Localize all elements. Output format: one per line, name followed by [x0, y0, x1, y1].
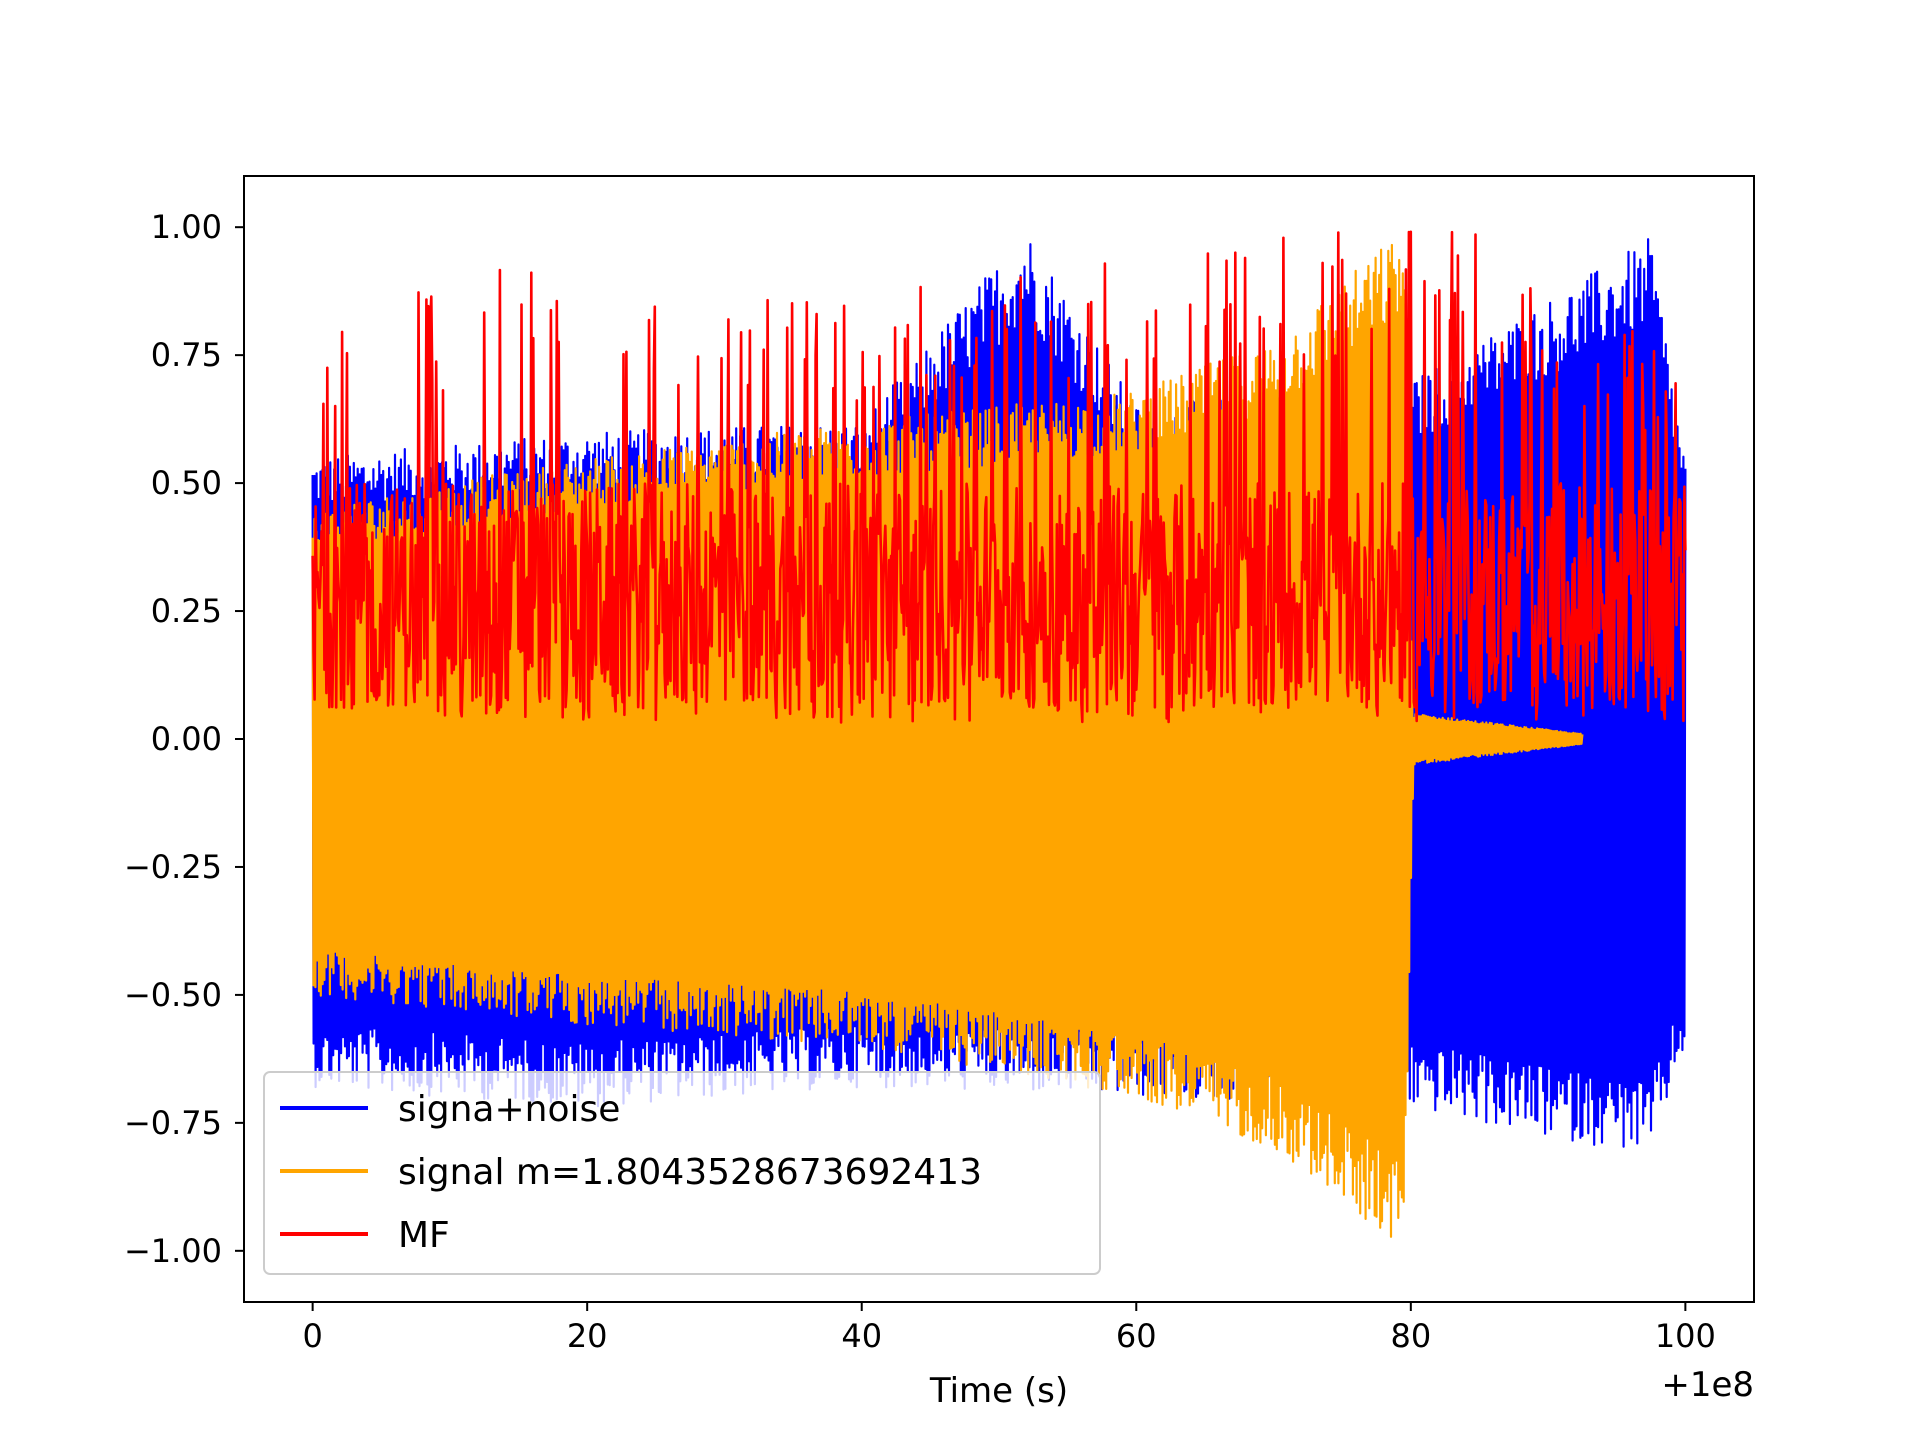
legend-item-signal: signal m=1.8043528673692413	[280, 1152, 982, 1193]
series-signal-line	[311, 243, 1584, 1238]
x-tick-label: 100	[1655, 1317, 1716, 1355]
x-tick-label: 0	[302, 1317, 322, 1355]
x-tick-label: 20	[567, 1317, 608, 1355]
legend: signa+noise signal m=1.8043528673692413 MF	[263, 1071, 1101, 1275]
series-mf-line	[311, 230, 1687, 724]
x-tick-label: 40	[841, 1317, 882, 1355]
plot-area	[311, 230, 1687, 1238]
legend-label: MF	[398, 1215, 450, 1256]
y-tick-label: 0.00	[151, 720, 222, 758]
y-tick-label: 0.75	[151, 336, 222, 374]
y-axis: 1.00 0.75 0.50 0.25 0.00 −0.25 −0.50 −0.75 −1.00	[124, 208, 244, 1270]
x-tick-label: 80	[1390, 1317, 1431, 1355]
y-tick-label: 1.00	[151, 208, 222, 246]
legend-item-signal-noise: signa+noise	[280, 1089, 620, 1130]
legend-item-mf: MF	[280, 1215, 450, 1256]
legend-box	[263, 1071, 1101, 1275]
x-axis-offset-label: +1e8	[1661, 1365, 1754, 1405]
y-tick-label: −1.00	[124, 1232, 222, 1270]
y-tick-label: −0.50	[124, 976, 222, 1014]
legend-label: signal m=1.8043528673692413	[398, 1152, 982, 1193]
x-axis: 0 20 40 60 80 100	[302, 1302, 1716, 1355]
y-tick-label: 0.25	[151, 592, 222, 630]
legend-label: signa+noise	[398, 1089, 620, 1130]
y-tick-label: −0.25	[124, 848, 222, 886]
y-tick-label: 0.50	[151, 464, 222, 502]
y-tick-label: −0.75	[124, 1104, 222, 1142]
x-tick-label: 60	[1116, 1317, 1157, 1355]
x-axis-label: Time (s)	[929, 1371, 1068, 1411]
